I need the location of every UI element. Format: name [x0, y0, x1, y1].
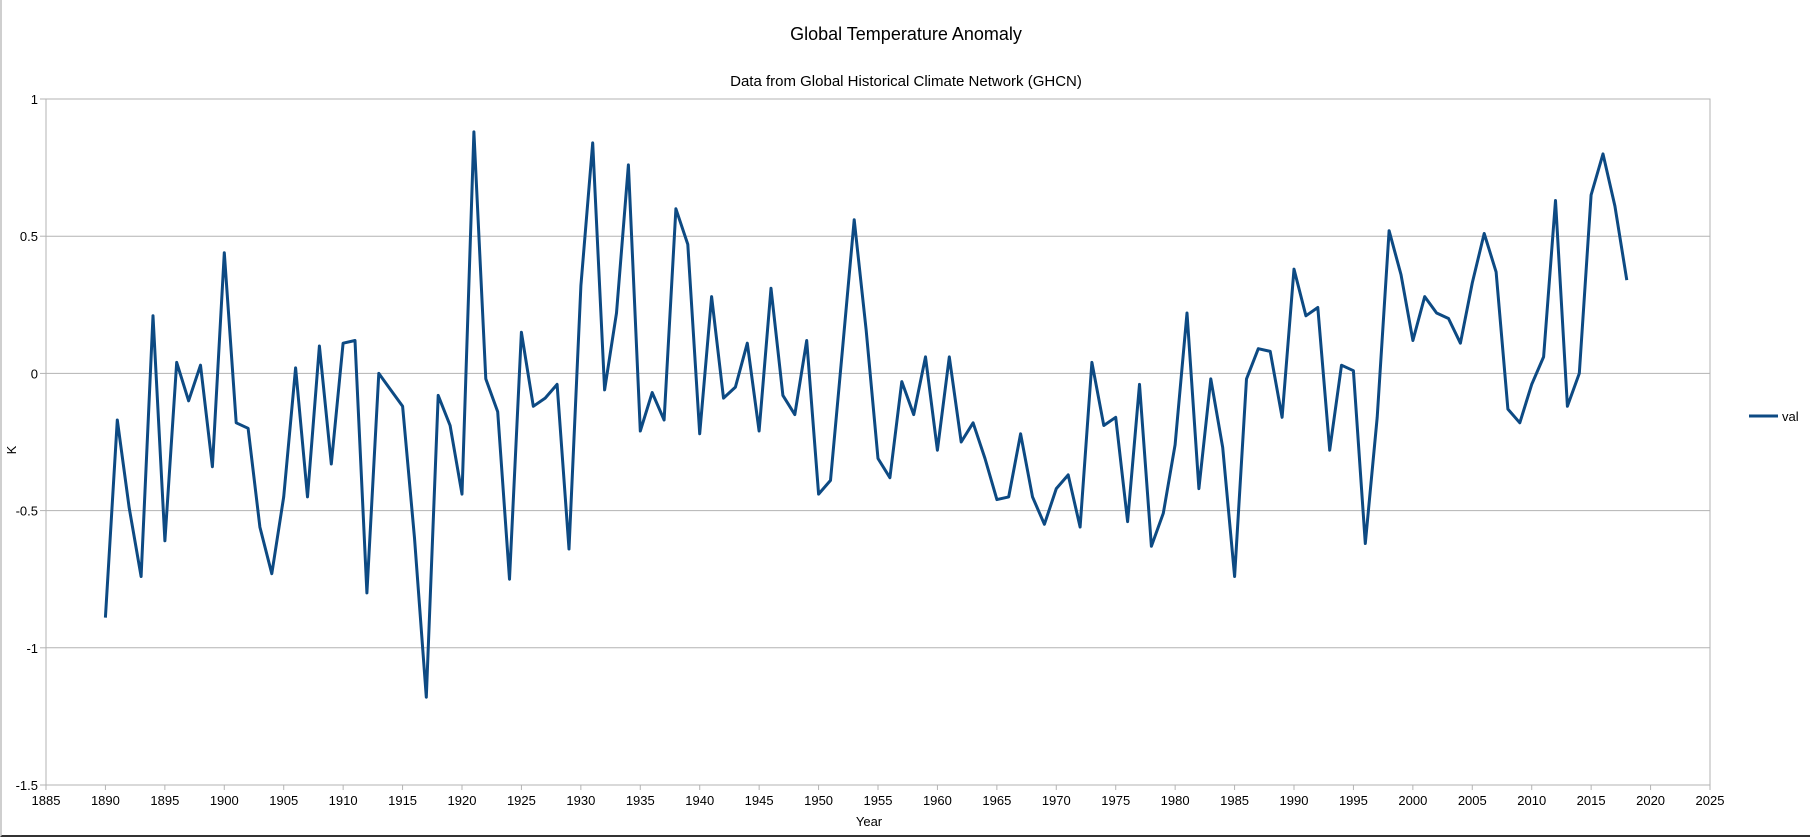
series-line-val [103, 130, 1629, 699]
series-group [103, 130, 1629, 699]
y-tick-label: -0.5 [16, 504, 38, 519]
x-tick-label: 1905 [269, 793, 298, 808]
x-tick-label: 1980 [1161, 793, 1190, 808]
x-tick-label: 2010 [1517, 793, 1546, 808]
x-tick-label: 1895 [150, 793, 179, 808]
x-axis-label: Year [856, 814, 883, 829]
x-tick-label: 1940 [685, 793, 714, 808]
x-tick-label: 1930 [566, 793, 595, 808]
x-tick-label: 1910 [329, 793, 358, 808]
y-axis: -1.5 -1 -0.5 0 0.5 1 [16, 92, 46, 793]
x-tick-label: 1945 [745, 793, 774, 808]
y-tick-label: -1.5 [16, 778, 38, 793]
y-tick-label: 0 [31, 366, 38, 381]
chart-subtitle: Data from Global Historical Climate Netw… [730, 73, 1082, 90]
x-tick-label: 1935 [626, 793, 655, 808]
x-tick-label: 1925 [507, 793, 536, 808]
x-tick-label: 1995 [1339, 793, 1368, 808]
x-tick-label: 2000 [1398, 793, 1427, 808]
x-tick-label: 1890 [91, 793, 120, 808]
plot-area [45, 98, 1711, 786]
x-tick-label: 1900 [210, 793, 239, 808]
x-tick-label: 1985 [1220, 793, 1249, 808]
x-tick-label: 1960 [923, 793, 952, 808]
chart-title: Global Temperature Anomaly [790, 24, 1022, 44]
x-tick-label: 1970 [1042, 793, 1071, 808]
y-tick-label: -1 [26, 641, 38, 656]
x-tick-label: 2015 [1577, 793, 1606, 808]
x-tick-label: 1965 [982, 793, 1011, 808]
x-tick-label: 1975 [1101, 793, 1130, 808]
legend-label-val: val [1782, 409, 1799, 424]
x-tick-label: 1955 [864, 793, 893, 808]
x-tick-label: 1950 [804, 793, 833, 808]
x-tick-label: 1885 [32, 793, 61, 808]
x-tick-label: 2025 [1696, 793, 1725, 808]
y-axis-label: K [4, 445, 19, 454]
legend: val [1749, 409, 1799, 424]
y-tick-label: 1 [31, 92, 38, 107]
x-axis: 1885 1890 1895 1900 1905 1910 1915 1920 1925 1930… [32, 785, 1725, 808]
x-tick-label: 1915 [388, 793, 417, 808]
grid-lines [46, 98, 1710, 786]
x-tick-label: 1990 [1280, 793, 1309, 808]
x-tick-label: 1920 [448, 793, 477, 808]
y-tick-label: 0.5 [20, 229, 38, 244]
x-tick-label: 2005 [1458, 793, 1487, 808]
x-tick-label: 2020 [1636, 793, 1665, 808]
